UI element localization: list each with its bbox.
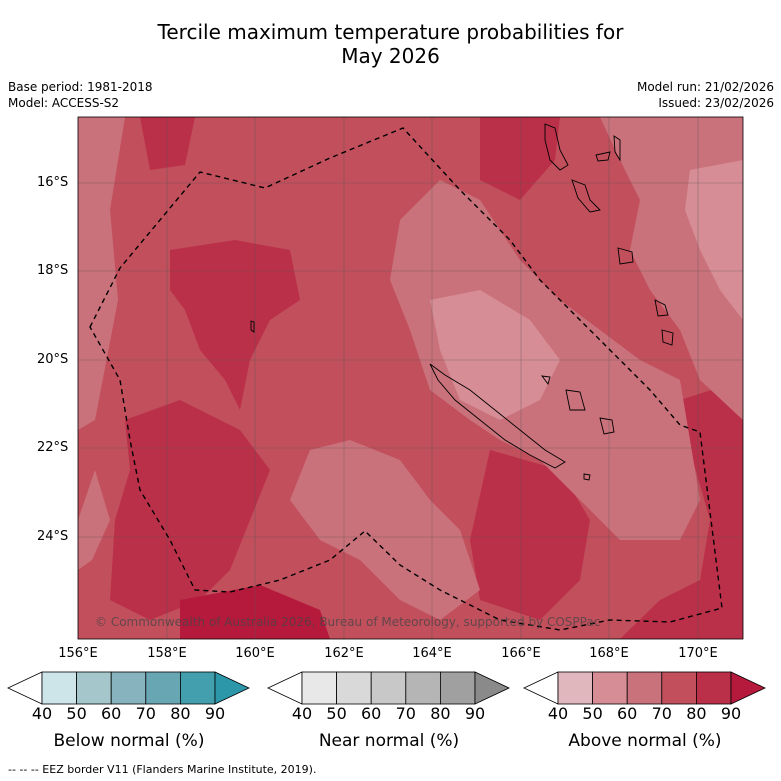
near-colorbar-low-extension bbox=[267, 671, 303, 705]
band-60-west bbox=[78, 117, 125, 430]
base-period-text: Base period: 1981-2018 bbox=[8, 80, 153, 94]
above-colorbar-tick-label: 70 bbox=[651, 704, 672, 723]
band-80-southwest bbox=[110, 400, 270, 620]
lon-label-156e: 156°E bbox=[58, 646, 98, 661]
lon-label-166e: 166°E bbox=[501, 646, 541, 661]
band-60-southwest bbox=[78, 470, 110, 570]
below-colorbar-segment bbox=[179, 671, 216, 705]
below-colorbar-segment bbox=[110, 671, 147, 705]
near-colorbar-tick-label: 40 bbox=[291, 704, 313, 723]
near-colorbar-tick-label: 60 bbox=[361, 704, 382, 723]
loyalty-island-3 bbox=[541, 375, 551, 385]
band-80-south-central bbox=[470, 450, 590, 620]
near-colorbar-tick-label: 90 bbox=[464, 704, 486, 723]
near-colorbar-segment bbox=[439, 671, 476, 705]
above-colorbar-tick-label: 60 bbox=[617, 704, 638, 723]
loyalty-island-1 bbox=[565, 389, 586, 411]
vanuatu-island-6 bbox=[654, 299, 669, 317]
lat-label-20s: 20°S bbox=[37, 352, 69, 367]
band-80-southeast bbox=[620, 380, 743, 639]
above-colorbar-segment bbox=[557, 671, 593, 705]
lon-label-162e: 162°E bbox=[324, 646, 364, 661]
below-colorbar-high-extension bbox=[214, 671, 250, 705]
above-colorbar-segment bbox=[592, 671, 628, 705]
lon-label-160e: 160°E bbox=[235, 646, 275, 661]
above-colorbar-segment bbox=[696, 671, 732, 705]
lat-label-18s: 18°S bbox=[37, 263, 69, 278]
model-text: Model: ACCESS-S2 bbox=[8, 96, 120, 110]
map-title-line1: Tercile maximum temperature probabilitie… bbox=[157, 20, 624, 44]
near-colorbar-tick-label: 70 bbox=[395, 704, 416, 723]
vanuatu-island-7 bbox=[661, 329, 674, 346]
near-colorbar-segment bbox=[336, 671, 372, 705]
vanuatu-north-island bbox=[544, 123, 569, 171]
colorbar-below bbox=[7, 671, 250, 705]
new-caledonia-island bbox=[429, 363, 566, 469]
eez-border bbox=[89, 127, 723, 631]
below-colorbar-tick-label: 50 bbox=[66, 704, 87, 723]
near-colorbar-segment bbox=[370, 671, 407, 705]
lon-label-164e: 164°E bbox=[412, 646, 452, 661]
issued-text: Issued: 23/02/2026 bbox=[658, 96, 774, 110]
islands bbox=[250, 123, 674, 481]
above-colorbar-tick-label: 90 bbox=[720, 704, 742, 723]
near-colorbar-high-extension bbox=[474, 671, 510, 705]
lon-label-158e: 158°E bbox=[147, 646, 187, 661]
map-frame bbox=[77, 116, 744, 640]
band-80-northeast bbox=[480, 117, 560, 200]
lat-label-22s: 22°S bbox=[37, 440, 69, 455]
colorbars bbox=[7, 671, 766, 705]
above-colorbar-segment bbox=[626, 671, 663, 705]
lat-label-16s: 16°S bbox=[37, 175, 69, 190]
band-80-central-west bbox=[170, 240, 300, 410]
above-colorbar-low-extension bbox=[523, 671, 559, 705]
below-colorbar-segment bbox=[41, 671, 77, 705]
loyalty-island-2 bbox=[599, 417, 615, 435]
below-colorbar-segment bbox=[76, 671, 112, 705]
above-colorbar-tick-label: 80 bbox=[686, 704, 707, 723]
band-80-north bbox=[140, 117, 195, 170]
above-colorbar-high-extension bbox=[730, 671, 766, 705]
colorbar-title-above: Above normal (%) bbox=[568, 731, 722, 751]
chesterfield-island bbox=[250, 320, 255, 333]
gridlines bbox=[78, 117, 743, 639]
below-colorbar-tick-label: 80 bbox=[170, 704, 191, 723]
below-colorbar-low-extension bbox=[7, 671, 43, 705]
lon-label-168e: 168°E bbox=[589, 646, 629, 661]
below-colorbar-tick-label: 40 bbox=[31, 704, 53, 723]
below-colorbar-tick-label: 60 bbox=[101, 704, 122, 723]
colorbar-above bbox=[523, 671, 766, 705]
near-colorbar-tick-label: 50 bbox=[326, 704, 347, 723]
band-50-central bbox=[430, 290, 560, 420]
below-colorbar-segment bbox=[145, 671, 181, 705]
above-colorbar-tick-label: 50 bbox=[582, 704, 603, 723]
band-60-south bbox=[290, 440, 480, 620]
vanuatu-island-2 bbox=[595, 151, 611, 162]
small-island-1 bbox=[583, 473, 591, 481]
near-colorbar-segment bbox=[405, 671, 441, 705]
colorbar-title-near: Near normal (%) bbox=[318, 731, 460, 751]
band-50-east bbox=[685, 160, 743, 320]
probability-field bbox=[78, 117, 743, 639]
vanuatu-island-3 bbox=[613, 135, 621, 162]
colorbar-near bbox=[267, 671, 510, 705]
lat-label-24s: 24°S bbox=[37, 529, 69, 544]
vanuatu-island-5 bbox=[617, 247, 634, 265]
near-colorbar-tick-label: 80 bbox=[430, 704, 451, 723]
vanuatu-island-4 bbox=[571, 179, 601, 213]
eez-footnote: -- -- -- EEZ border V11 (Flanders Marine… bbox=[8, 763, 317, 776]
below-colorbar-tick-label: 70 bbox=[135, 704, 156, 723]
copyright-text: © Commonwealth of Australia 2026, Bureau… bbox=[95, 615, 601, 629]
above-colorbar-segment bbox=[661, 671, 697, 705]
colorbar-title-below: Below normal (%) bbox=[53, 731, 205, 751]
below-colorbar-tick-label: 90 bbox=[204, 704, 226, 723]
model-run-text: Model run: 21/02/2026 bbox=[636, 80, 774, 94]
above-colorbar-tick-label: 40 bbox=[547, 704, 569, 723]
map-title-line2: May 2026 bbox=[341, 44, 440, 68]
near-colorbar-segment bbox=[301, 671, 337, 705]
lon-label-170e: 170°E bbox=[678, 646, 718, 661]
